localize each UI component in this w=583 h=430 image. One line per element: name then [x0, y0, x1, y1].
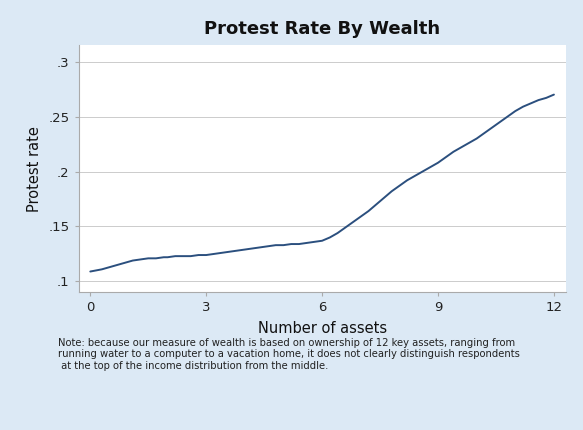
Text: Note: because our measure of wealth is based on ownership of 12 key assets, rang: Note: because our measure of wealth is b… [58, 338, 520, 371]
Title: Protest Rate By Wealth: Protest Rate By Wealth [204, 20, 440, 38]
Y-axis label: Protest rate: Protest rate [27, 126, 41, 212]
X-axis label: Number of assets: Number of assets [258, 321, 387, 336]
